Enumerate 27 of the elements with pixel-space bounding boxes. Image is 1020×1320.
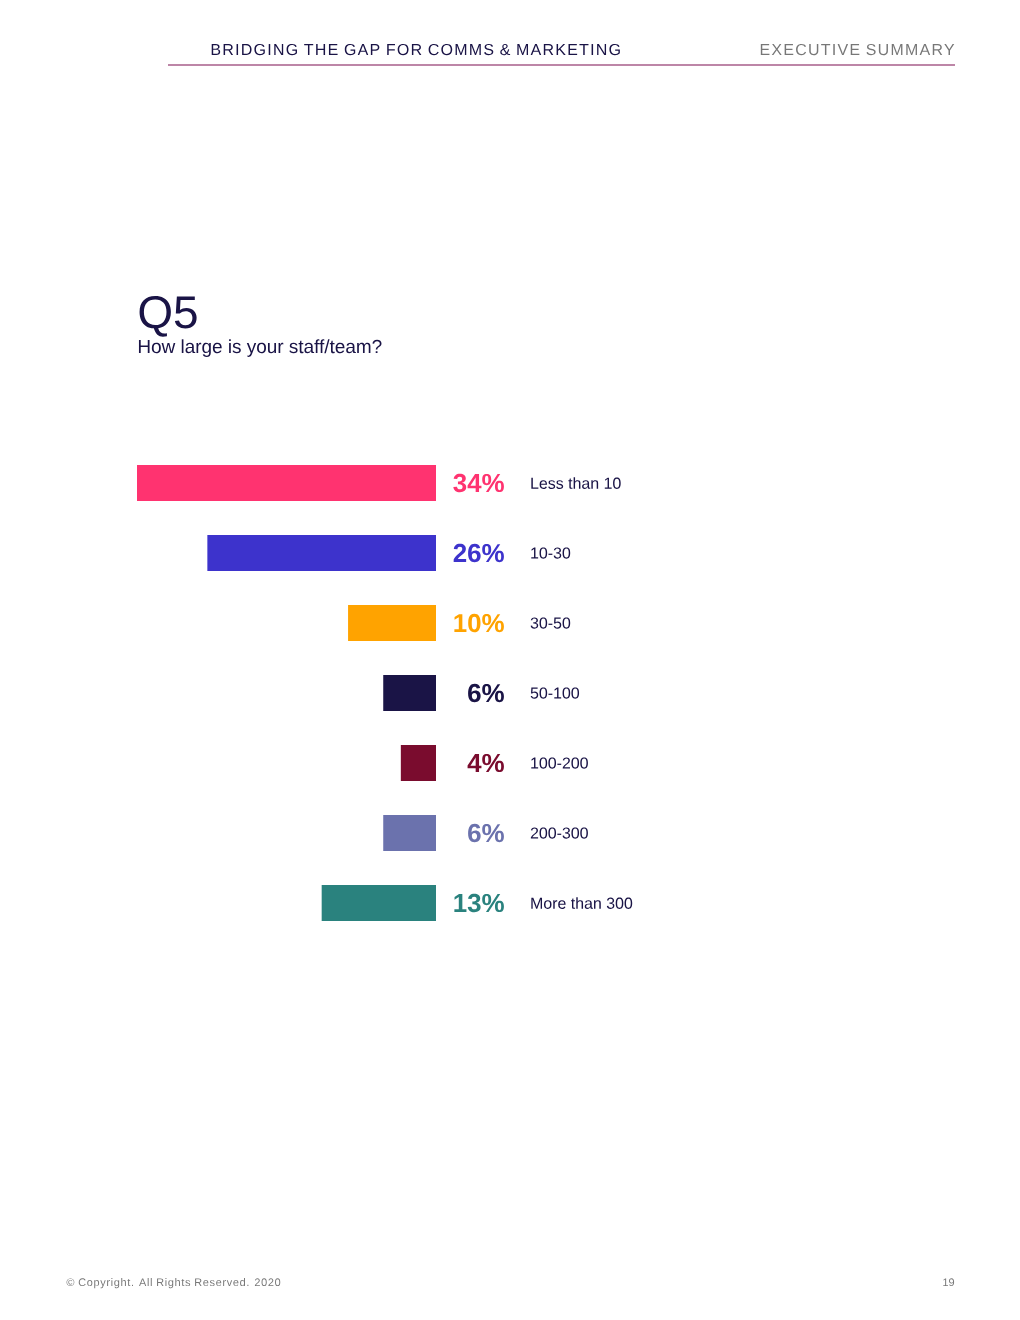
bar (137, 465, 436, 502)
bar (348, 605, 436, 642)
y-tick-label: 100-200 (531, 757, 588, 769)
data-label: 6% (468, 683, 504, 703)
text: BRIDGING THE GAP FOR COMMS & MARKETING (211, 43, 620, 56)
y-tick-label: 200-300 (530, 827, 588, 839)
data-label: 26% (453, 543, 504, 563)
bar (383, 815, 436, 852)
y-tick-label: More than 300 (531, 897, 633, 909)
text: 19 (943, 1278, 955, 1287)
data-label: 10% (454, 613, 504, 633)
data-label: 4% (467, 753, 504, 773)
text: © Copyright. All Rights Reserved. 2020 (66, 1278, 281, 1289)
y-tick-label: 30-50 (530, 617, 571, 629)
data-label: 6% (468, 823, 504, 843)
y-tick-label: 10-30 (531, 547, 571, 559)
data-label: 13% (454, 893, 504, 913)
y-tick-label: Less than 10 (531, 477, 621, 489)
text: EXECUTIVE SUMMARY (760, 43, 955, 56)
bar (321, 885, 436, 922)
bar (383, 675, 436, 712)
y-tick-label: 50-100 (530, 687, 580, 699)
bar (207, 535, 436, 572)
chart-title: Q5 (139, 296, 197, 337)
bar (400, 745, 436, 782)
data-label: 34% (453, 473, 504, 493)
chart-subtitle: How large is your staff/team? (138, 339, 382, 357)
